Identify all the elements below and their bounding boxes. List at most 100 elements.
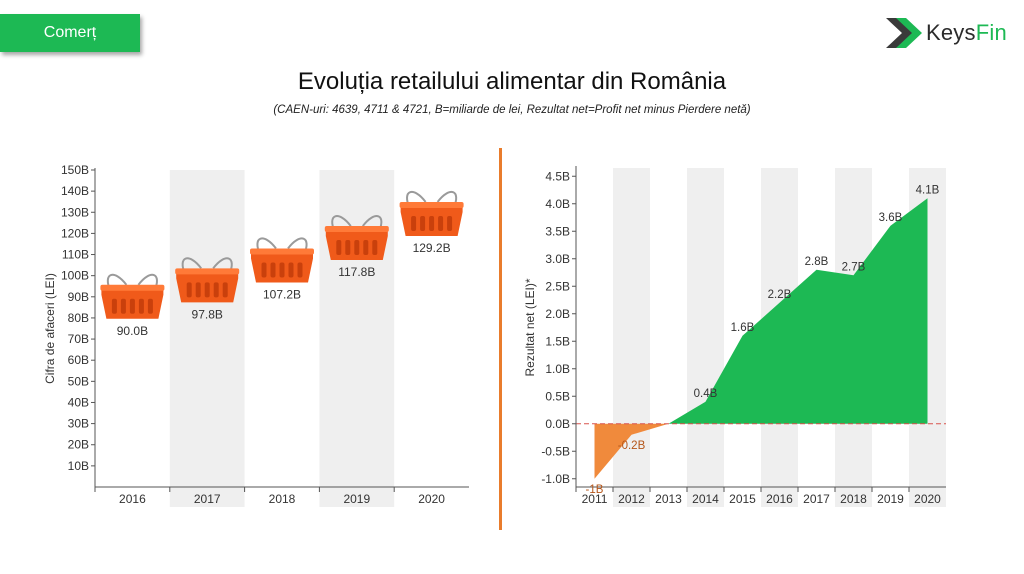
x-tick-label: 2018 (840, 492, 867, 506)
y-tick-label: 130B (61, 205, 89, 219)
basket-slot (120, 298, 126, 314)
basket-slot (111, 298, 117, 314)
basket-slot (336, 240, 342, 256)
grid-band (687, 168, 724, 507)
logo-text-green: Fin (975, 20, 1007, 45)
x-tick-label: 2020 (914, 492, 941, 506)
basket-slot (186, 282, 192, 298)
grid-band (613, 168, 650, 507)
y-tick-label: 3.5B (545, 224, 570, 238)
y-tick-label: -0.5B (541, 444, 570, 458)
data-label: 0.4B (694, 388, 718, 400)
y-tick-label: 80B (68, 311, 89, 325)
basket-slot (420, 215, 426, 231)
basket-slot (213, 282, 219, 298)
data-label: 4.1B (916, 184, 940, 196)
y-tick-label: 150B (61, 163, 89, 177)
basket-slot (129, 298, 135, 314)
basket-slot (195, 282, 201, 298)
x-tick-label: 2013 (655, 492, 682, 506)
data-label: 2.8B (805, 256, 829, 268)
keysfin-chevron-icon (886, 18, 922, 48)
keysfin-logo: KeysFin (884, 16, 1007, 50)
page-title: Evoluția retailului alimentar din Români… (297, 68, 727, 95)
x-tick-label: 2017 (803, 492, 830, 506)
basket-slot (147, 298, 153, 314)
basket-slot (411, 215, 417, 231)
data-label: 3.6B (879, 212, 903, 224)
data-label: 97.8B (192, 307, 223, 321)
basket-icon (324, 215, 389, 261)
y-tick-label: 140B (61, 184, 89, 198)
y-tick-label: 90B (68, 290, 89, 304)
basket-slot (270, 262, 276, 278)
x-tick-label: 2014 (692, 492, 719, 506)
basket-icon (100, 273, 165, 319)
y-tick-label: 4.0B (545, 197, 570, 211)
basket-slot (345, 240, 351, 256)
data-label: -1B (586, 484, 604, 496)
category-tag: Comerț (0, 14, 140, 52)
data-label: 117.8B (338, 265, 375, 279)
y-tick-label: 2.0B (545, 307, 570, 321)
y-tick-label: 0.0B (545, 417, 570, 431)
y-tick-label: 4.5B (545, 169, 570, 183)
basket-slot (429, 215, 435, 231)
logo-text-dark: Keys (926, 20, 976, 45)
basket-slot (288, 262, 294, 278)
x-tick-label: 2019 (343, 492, 370, 506)
basket-slot (354, 240, 360, 256)
basket-slot (297, 262, 303, 278)
x-tick-label: 2020 (418, 492, 445, 506)
x-tick-label: 2011 (582, 492, 608, 506)
loss-area (594, 423, 669, 479)
y-tick-label: 20B (68, 438, 89, 452)
y-tick-label: -1.0B (541, 472, 570, 486)
y-tick-label: 110B (62, 248, 89, 262)
basket-rim (399, 201, 464, 208)
basket-rim (175, 268, 240, 275)
basket-slot (438, 215, 444, 231)
x-tick-label: 2016 (119, 492, 146, 506)
data-label: 90.0B (117, 324, 148, 338)
y-tick-label: 100B (61, 269, 89, 283)
basket-slot (222, 282, 228, 298)
x-tick-label: 2016 (766, 492, 793, 506)
y-tick-label: 2.5B (545, 279, 570, 293)
data-label: 129.2B (413, 241, 451, 255)
y-axis-label: Rezultat net (LEI)* (523, 278, 537, 376)
basket-slot (138, 298, 144, 314)
y-tick-label: 3.0B (545, 252, 570, 266)
basket-slot (372, 240, 378, 256)
y-tick-label: 40B (68, 395, 89, 409)
basket-slot (363, 240, 369, 256)
grid-band (169, 170, 245, 507)
y-tick-label: 30B (68, 417, 89, 431)
x-tick-label: 2012 (618, 492, 645, 506)
y-tick-label: 1.0B (545, 362, 570, 376)
basket-rim (324, 226, 389, 233)
basket-rim (100, 284, 165, 291)
basket-slot (261, 262, 267, 278)
logo-text: KeysFin (926, 20, 1007, 46)
y-tick-label: 50B (68, 374, 89, 388)
data-label: 1.6B (731, 322, 755, 334)
basket-icon (250, 237, 314, 283)
data-label: 2.7B (842, 261, 866, 273)
x-tick-label: 2019 (877, 492, 904, 506)
profit-area (668, 198, 928, 424)
basket-slot (447, 215, 453, 231)
x-tick-label: 2017 (194, 492, 221, 506)
page-subtitle: (CAEN-uri: 4639, 4711 & 4721, B=miliarde… (273, 104, 751, 116)
basket-icon (399, 191, 464, 236)
y-tick-label: 120B (61, 226, 89, 240)
y-tick-label: 60B (68, 353, 89, 367)
basket-icon (175, 257, 240, 303)
y-tick-label: 10B (68, 459, 89, 473)
y-tick-label: 1.5B (545, 334, 570, 348)
basket-rim (250, 248, 314, 255)
data-label: 107.2B (263, 287, 301, 301)
basket-slot (204, 282, 210, 298)
data-label: 2.2B (768, 289, 792, 301)
